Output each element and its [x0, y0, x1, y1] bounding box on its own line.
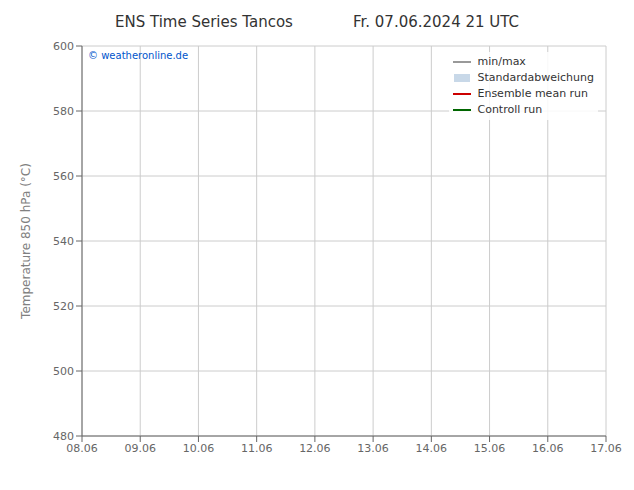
svg-text:540: 540: [53, 235, 74, 248]
html-text:© weatheronline.de: © weatheronline.de: [88, 50, 189, 61]
svg-text:580: 580: [53, 105, 74, 118]
svg-text:520: 520: [53, 300, 74, 313]
svg-text:14.06: 14.06: [416, 442, 448, 455]
svg-text:09.06: 09.06: [124, 442, 156, 455]
svg-text:12.06: 12.06: [299, 442, 331, 455]
svg-text:17.06: 17.06: [590, 442, 622, 455]
svg-text:08.06: 08.06: [66, 442, 98, 455]
html-text:Controll run: Controll run: [477, 103, 543, 116]
svg-text:16.06: 16.06: [532, 442, 564, 455]
svg-text:500: 500: [53, 365, 74, 378]
svg-text:600: 600: [53, 40, 74, 53]
svg-text:Temperature 850 hPa (°C): Temperature 850 hPa (°C): [19, 163, 33, 320]
svg-text:480: 480: [53, 430, 74, 443]
html-text:Fr. 07.06.2024 21 UTC: Fr. 07.06.2024 21 UTC: [352, 13, 519, 31]
html-text:ENS Time Series Tancos: ENS Time Series Tancos: [115, 13, 293, 31]
html-text:Standardabweichung: Standardabweichung: [477, 71, 594, 84]
svg-text:10.06: 10.06: [183, 442, 215, 455]
svg-text:560: 560: [53, 170, 74, 183]
svg-text:13.06: 13.06: [357, 442, 389, 455]
svg-text:15.06: 15.06: [474, 442, 506, 455]
svg-text:11.06: 11.06: [241, 442, 273, 455]
html-text:min/max: min/max: [477, 55, 526, 68]
html-text:Ensemble mean run: Ensemble mean run: [477, 87, 589, 100]
